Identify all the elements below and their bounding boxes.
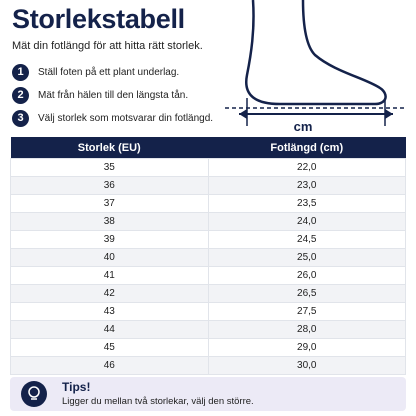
tips-title: Tips!	[62, 380, 91, 394]
table-row: 36 23,0	[10, 176, 406, 195]
step: 2 Mät från hälen till den längsta tån.	[12, 86, 188, 104]
table-cell: 26,5	[207, 284, 406, 303]
table-cell: 45	[10, 338, 209, 357]
tips-box: Tips! Ligger du mellan två storlekar, vä…	[10, 377, 406, 411]
table-cell: 44	[10, 320, 209, 339]
step-number: 2	[12, 86, 29, 104]
table-cell: 23,5	[207, 194, 406, 213]
subtitle: Mät din fotlängd för att hitta rätt stor…	[12, 40, 203, 52]
table-cell: 26,0	[207, 266, 406, 285]
table-cell: 22,0	[207, 158, 406, 177]
table-row: 37 23,5	[10, 194, 406, 213]
table-cell: 38	[10, 212, 209, 231]
bulb-icon	[21, 381, 47, 407]
table-cell: 43	[10, 302, 209, 321]
table-cell: 27,5	[207, 302, 406, 321]
table-row: 40 25,0	[10, 248, 406, 267]
table-row: 39 24,5	[10, 230, 406, 249]
table-cell: 24,0	[207, 212, 406, 231]
table-row: 43 27,5	[10, 302, 406, 321]
column-header: Storlek (EU)	[10, 137, 208, 159]
title: Storlekstabell	[12, 4, 185, 34]
step-number: 3	[12, 109, 29, 127]
unit-label: cm	[294, 119, 313, 134]
step-text: Mät från hälen till den längsta tån.	[38, 89, 189, 101]
table-cell: 40	[10, 248, 209, 267]
table-cell: 23,0	[207, 176, 406, 195]
table-cell: 46	[10, 356, 209, 375]
table-row: 45 29,0	[10, 338, 406, 357]
step: 1 Ställ foten på ett plant underlag.	[12, 63, 179, 81]
table-cell: 36	[10, 176, 209, 195]
column-header: Fotlängd (cm)	[208, 137, 406, 159]
table-row: 41 26,0	[10, 266, 406, 285]
table-cell: 28,0	[207, 320, 406, 339]
table-cell: 39	[10, 230, 209, 249]
step-text: Ställ foten på ett plant underlag.	[38, 66, 180, 78]
step-text: Välj storlek som motsvarar din fotlängd.	[38, 112, 214, 124]
table-cell: 30,0	[207, 356, 406, 375]
table-row: 46 30,0	[10, 356, 406, 375]
table-cell: 29,0	[207, 338, 406, 357]
foot-illustration: cm	[225, 0, 405, 134]
table-row: 44 28,0	[10, 320, 406, 339]
size-table: Storlek (EU) Fotlängd (cm) 35 22,0 36 23,0 37 2…	[10, 137, 406, 375]
table-cell: 25,0	[207, 248, 406, 267]
table-cell: 37	[10, 194, 209, 213]
step: 3 Välj storlek som motsvarar din fotlängd…	[12, 109, 213, 127]
table-row: 42 26,5	[10, 284, 406, 303]
table-row: 38 24,0	[10, 212, 406, 231]
table-row: 35 22,0	[10, 158, 406, 177]
table-cell: 42	[10, 284, 209, 303]
tips-text: Ligger du mellan två storlekar, välj den…	[62, 396, 254, 407]
step-number: 1	[12, 63, 29, 81]
table-cell: 24,5	[207, 230, 406, 249]
table-cell: 35	[10, 158, 209, 177]
table-cell: 41	[10, 266, 209, 285]
